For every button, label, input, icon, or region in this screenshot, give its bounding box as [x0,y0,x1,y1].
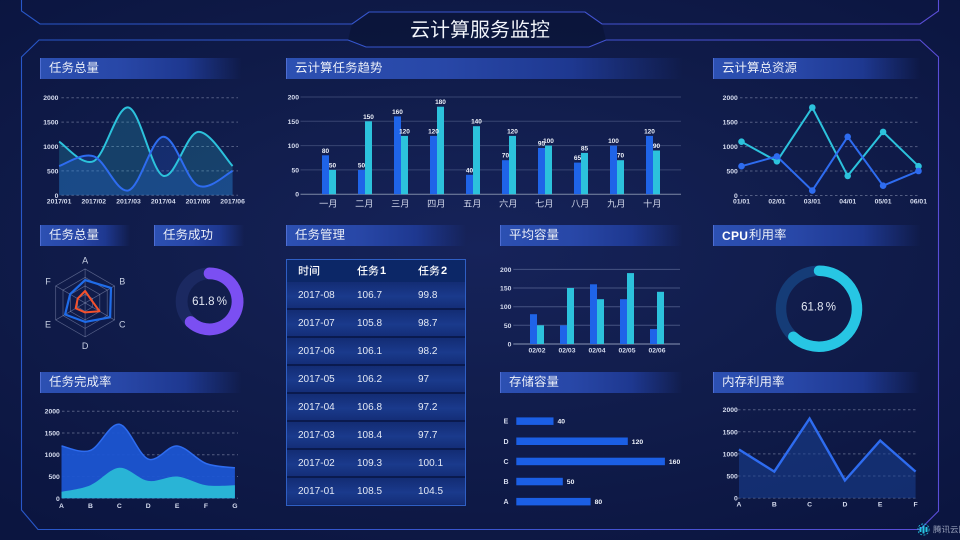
svg-text:1000: 1000 [45,452,60,459]
svg-text:2017/02: 2017/02 [82,199,107,206]
svg-text:61.8 %: 61.8 % [192,296,227,308]
svg-text:50: 50 [329,162,337,169]
svg-text:500: 500 [726,474,738,481]
svg-text:2017/04: 2017/04 [151,199,176,206]
svg-text:1000: 1000 [723,144,738,151]
svg-text:100: 100 [608,138,619,145]
svg-text:100: 100 [288,143,300,150]
svg-text:80: 80 [322,148,330,155]
svg-text:120: 120 [428,128,439,135]
svg-text:150: 150 [288,119,300,126]
svg-text:A: A [82,255,88,265]
svg-text:500: 500 [726,169,738,176]
svg-text:120: 120 [632,439,644,446]
svg-text:C: C [503,459,508,466]
svg-text:70: 70 [502,153,510,160]
svg-text:D: D [82,341,89,351]
svg-text:E: E [45,320,51,330]
svg-text:61.8 %: 61.8 % [801,302,836,314]
svg-text:04/01: 04/01 [839,199,856,206]
svg-text:120: 120 [644,128,655,135]
svg-text:90: 90 [653,143,661,150]
svg-text:180: 180 [435,99,446,106]
svg-text:F: F [45,277,51,287]
svg-text:C: C [119,320,126,330]
svg-text:B: B [503,479,508,486]
svg-text:02/01: 02/01 [768,199,785,206]
svg-text:140: 140 [471,119,482,126]
svg-text:D: D [146,503,151,510]
svg-text:500: 500 [48,474,60,481]
svg-text:A: A [59,503,64,510]
svg-text:02/04: 02/04 [588,348,605,355]
svg-text:40: 40 [558,419,566,426]
svg-text:2017/05: 2017/05 [186,199,211,206]
svg-text:95: 95 [538,141,546,148]
svg-text:50: 50 [291,167,299,174]
svg-text:1500: 1500 [45,431,60,438]
svg-text:2017/06: 2017/06 [220,199,245,206]
svg-text:80: 80 [595,499,603,506]
svg-text:50: 50 [567,479,575,486]
svg-text:2000: 2000 [723,95,738,102]
svg-text:A: A [503,499,508,506]
svg-text:B: B [772,502,777,509]
svg-text:D: D [842,502,847,509]
svg-text:0: 0 [734,496,738,503]
svg-text:2017/01: 2017/01 [47,199,72,206]
svg-text:03/01: 03/01 [804,199,821,206]
svg-text:02/05: 02/05 [618,348,635,355]
svg-text:50: 50 [504,323,512,330]
svg-text:500: 500 [47,168,59,175]
svg-text:2000: 2000 [45,409,60,416]
svg-text:100: 100 [543,138,554,145]
svg-text:120: 120 [507,128,518,135]
svg-text:1000: 1000 [723,451,738,458]
svg-text:1500: 1500 [43,120,58,127]
svg-text:02/02: 02/02 [528,348,545,355]
svg-text:1500: 1500 [723,429,738,436]
svg-text:A: A [737,502,742,509]
svg-text:50: 50 [358,162,366,169]
svg-text:E: E [504,419,509,426]
svg-text:0: 0 [55,193,59,200]
svg-text:E: E [878,502,883,509]
svg-text:C: C [807,502,812,509]
svg-text:160: 160 [392,109,403,116]
svg-text:02/03: 02/03 [558,348,575,355]
svg-text:B: B [88,503,93,510]
svg-text:E: E [175,503,180,510]
svg-text:2000: 2000 [43,95,58,102]
svg-text:100: 100 [500,304,512,311]
svg-text:0: 0 [508,342,512,349]
svg-text:150: 150 [500,286,512,293]
svg-text:F: F [204,503,208,510]
svg-text:0: 0 [295,192,299,199]
svg-text:120: 120 [399,128,410,135]
svg-text:0: 0 [734,193,738,200]
svg-text:0: 0 [56,496,60,503]
svg-text:65: 65 [574,155,582,162]
svg-text:C: C [117,503,122,510]
svg-text:G: G [232,503,237,510]
svg-text:1500: 1500 [723,120,738,127]
svg-text:160: 160 [669,459,681,466]
svg-text:F: F [914,502,918,509]
svg-text:D: D [503,439,508,446]
svg-text:70: 70 [617,153,625,160]
svg-text:200: 200 [500,267,512,274]
svg-text:2017/03: 2017/03 [116,199,141,206]
svg-text:02/06: 02/06 [648,348,665,355]
svg-text:05/01: 05/01 [875,199,892,206]
svg-text:150: 150 [363,114,374,121]
svg-text:1000: 1000 [43,144,58,151]
svg-text:85: 85 [581,145,589,152]
svg-text:01/01: 01/01 [733,199,750,206]
svg-text:2000: 2000 [723,407,738,414]
svg-text:40: 40 [466,167,474,174]
svg-text:B: B [119,277,125,287]
svg-text:06/01: 06/01 [910,199,927,206]
svg-text:200: 200 [288,95,300,102]
